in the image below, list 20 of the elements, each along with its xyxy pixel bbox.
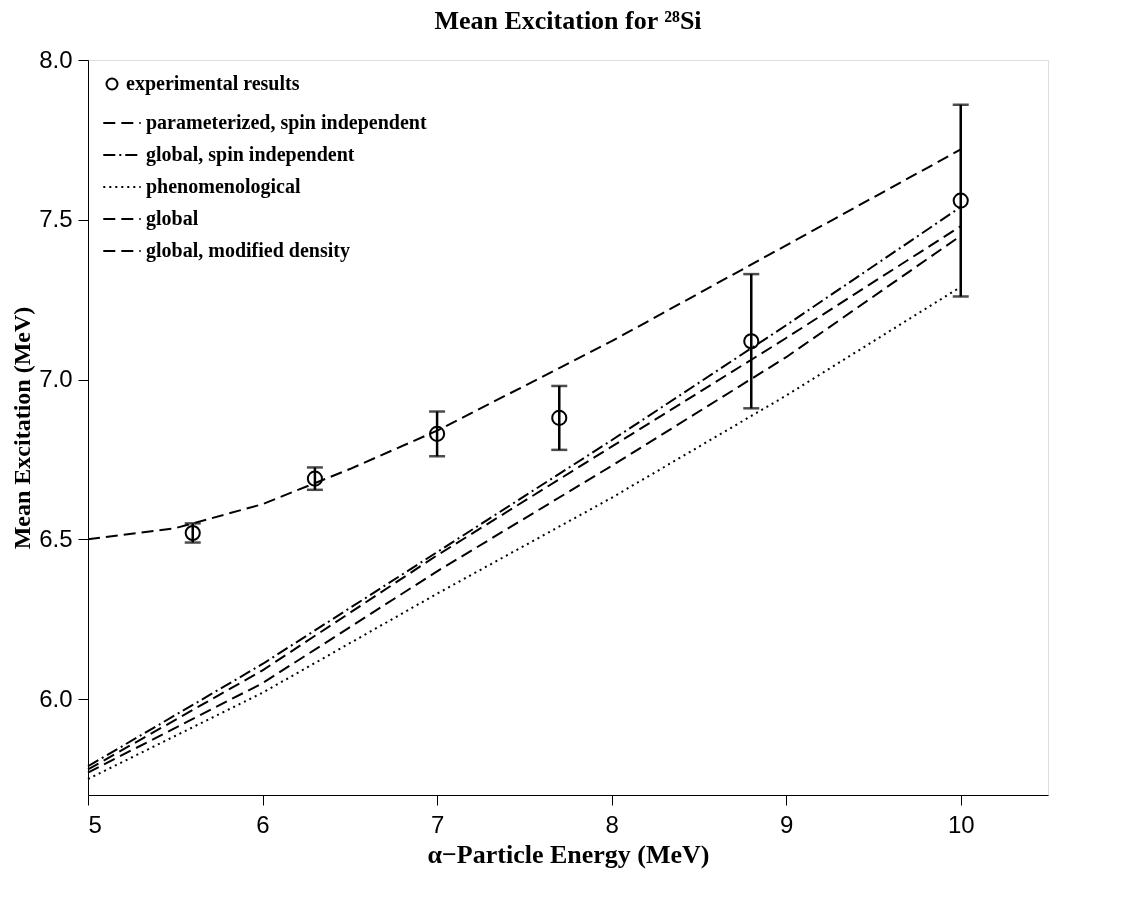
- y-tick-label: 7.0: [39, 365, 73, 393]
- x-tick-label: 10: [947, 810, 975, 838]
- x-axis-title: α−Particle Energy (MeV): [427, 839, 710, 869]
- chart-title: Mean Excitation for ²⁸Si: [434, 6, 702, 35]
- y-axis-title: Mean Excitation (MeV): [9, 306, 36, 550]
- y-tick-label: 6.5: [39, 524, 73, 552]
- x-tick-label: 5: [88, 810, 102, 838]
- x-tick-label: 6: [256, 810, 270, 838]
- legend-label: global, spin independent: [146, 143, 355, 166]
- x-tick-label: 8: [605, 810, 619, 838]
- legend-label: global: [146, 207, 199, 230]
- x-tick-label: 9: [780, 810, 794, 838]
- y-tick-label: 7.5: [39, 205, 73, 233]
- legend-label: experimental results: [126, 72, 300, 95]
- legend-label: global, modified density: [146, 239, 350, 262]
- y-tick-label: 6.0: [39, 684, 73, 712]
- y-tick-label: 8.0: [39, 45, 73, 73]
- legend-label: parameterized, spin independent: [146, 111, 427, 134]
- x-tick-label: 7: [430, 810, 445, 838]
- legend-label: phenomenological: [146, 175, 301, 198]
